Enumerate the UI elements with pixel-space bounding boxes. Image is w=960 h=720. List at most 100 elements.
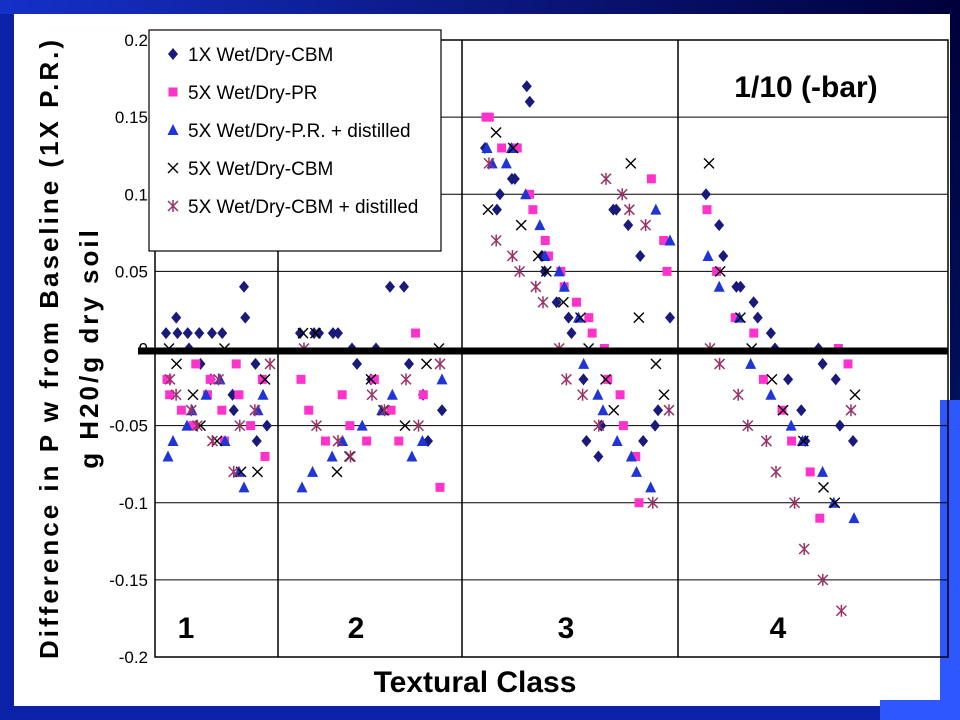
data-point	[167, 435, 179, 447]
data-point	[647, 496, 659, 509]
legend-marker	[168, 87, 178, 97]
data-point	[490, 234, 502, 247]
data-point	[631, 465, 642, 477]
data-point	[310, 419, 323, 432]
data-point	[665, 311, 675, 324]
y-tick-label: -0.2	[119, 648, 148, 667]
data-point	[219, 435, 231, 447]
data-point	[572, 297, 581, 307]
data-point	[592, 388, 604, 400]
legend-marker	[167, 124, 179, 135]
data-point	[332, 435, 344, 448]
data-point	[250, 357, 261, 370]
data-point	[702, 205, 712, 215]
data-point	[558, 280, 570, 292]
y-tick-label: -0.05	[109, 417, 148, 436]
data-point	[587, 328, 597, 338]
data-point	[416, 435, 428, 447]
data-point	[238, 481, 250, 493]
data-point	[170, 388, 182, 401]
data-point	[573, 311, 584, 323]
legend-label: 5X Wet/Dry-CBM + distilled	[188, 197, 418, 218]
data-point	[770, 465, 782, 478]
data-point	[597, 404, 609, 416]
data-point	[600, 373, 612, 385]
data-point	[748, 296, 759, 309]
data-point	[231, 359, 241, 369]
chart-annotation: 1/10 (-bar)	[734, 71, 877, 104]
data-point	[760, 435, 772, 448]
data-point	[600, 172, 612, 185]
data-point	[257, 374, 267, 384]
data-point	[789, 496, 801, 509]
data-point	[515, 219, 527, 231]
data-point	[796, 404, 807, 417]
data-point	[295, 327, 305, 340]
data-point	[521, 80, 532, 93]
data-point	[386, 405, 396, 415]
data-point	[835, 604, 847, 617]
data-point	[234, 419, 246, 432]
data-point	[437, 404, 447, 417]
data-point	[830, 373, 841, 386]
y-tick-label: 0.2	[124, 31, 148, 50]
data-point	[394, 436, 404, 446]
data-point	[418, 390, 428, 400]
data-point	[805, 467, 815, 477]
data-point	[797, 435, 809, 447]
data-point	[783, 373, 794, 386]
data-point	[369, 374, 379, 384]
data-point	[578, 373, 589, 386]
legend-label: 1X Wet/Dry-CBM	[188, 45, 333, 66]
data-point	[385, 280, 395, 293]
data-point	[646, 174, 656, 184]
data-point	[615, 390, 625, 400]
data-point	[257, 388, 269, 400]
data-point	[713, 280, 725, 292]
data-point	[765, 327, 776, 340]
y-axis-label-line1: Difference in P w from Baseline (1X P.R.…	[34, 37, 64, 659]
data-point	[514, 265, 526, 278]
data-point	[848, 435, 858, 448]
data-point	[659, 236, 669, 246]
data-point	[829, 497, 841, 509]
legend-label: 5X Wet/Dry-P.R. + distilled	[188, 121, 411, 142]
data-point	[491, 203, 502, 216]
data-point	[560, 373, 572, 386]
y-tick-label: 0.1	[124, 185, 148, 204]
data-point	[185, 404, 197, 417]
data-point	[297, 327, 309, 339]
data-point	[553, 265, 565, 277]
data-point	[365, 373, 377, 385]
data-point	[777, 404, 789, 416]
data-point	[400, 373, 412, 386]
data-point	[537, 296, 549, 309]
data-point	[528, 205, 538, 215]
class-labels: 1 2 3 4	[178, 612, 787, 645]
data-point	[662, 266, 672, 276]
data-point	[249, 404, 261, 417]
data-point	[182, 327, 193, 340]
data-point	[352, 357, 362, 370]
data-point	[404, 357, 414, 370]
class-label-4: 4	[770, 612, 787, 645]
data-point	[386, 388, 398, 400]
data-point	[714, 357, 726, 370]
data-point	[412, 419, 425, 432]
data-point	[176, 405, 186, 415]
data-point	[765, 388, 777, 400]
data-point	[650, 358, 662, 370]
data-point	[337, 390, 347, 400]
data-point	[817, 465, 829, 477]
data-point	[296, 481, 308, 493]
data-point	[497, 143, 507, 153]
class-label-2: 2	[348, 612, 365, 645]
data-point	[815, 513, 825, 523]
data-point	[162, 450, 174, 462]
data-point	[165, 390, 175, 400]
data-point	[616, 188, 628, 201]
data-point	[264, 357, 276, 370]
data-point	[187, 389, 199, 401]
data-point	[623, 219, 634, 232]
data-point	[304, 405, 314, 415]
